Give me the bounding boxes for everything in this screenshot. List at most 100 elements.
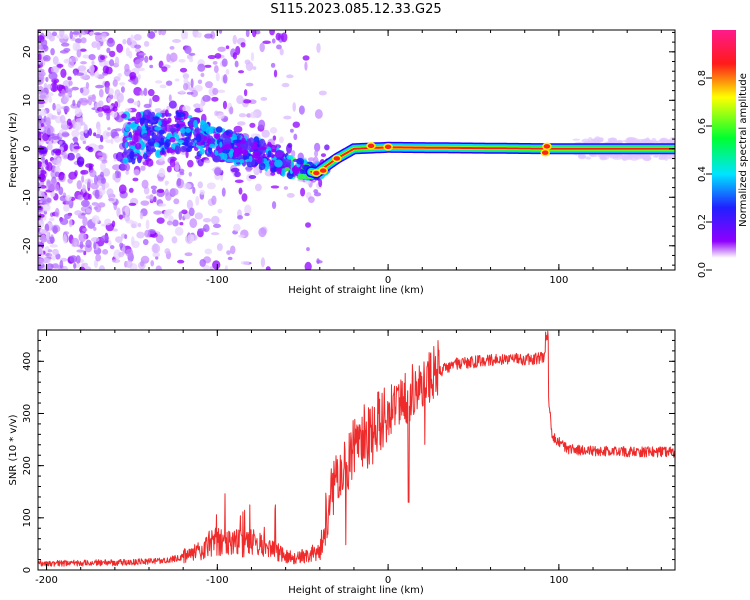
spectrogram-noise-blob xyxy=(76,49,82,58)
spectrogram-noise-blob xyxy=(236,95,244,105)
snr-y-ticks: 0 100 200 300 400 xyxy=(22,329,675,573)
spectrogram-noise-blob xyxy=(155,265,162,270)
spectrogram-noise-blob xyxy=(238,187,243,195)
spectrogram-noise-blob xyxy=(69,255,78,263)
spectrogram-noise-blob xyxy=(87,178,92,189)
spectrogram-noise-blob xyxy=(59,115,66,123)
spectrogram-ridge-blob xyxy=(209,127,214,132)
spectrogram-noise-blob xyxy=(46,197,52,203)
spectrogram-noise-blob xyxy=(116,92,124,103)
spectrogram-noise-blob xyxy=(108,50,116,58)
spectrogram-noise-blob xyxy=(651,137,657,144)
spectrogram-noise-blob xyxy=(609,137,617,143)
spectrogram-noise-blob xyxy=(199,102,204,112)
spectrogram-ridge-blob xyxy=(129,150,135,160)
spectrogram-noise-blob xyxy=(209,266,214,270)
spectrogram-noise-blob xyxy=(81,175,85,183)
spectrogram-noise-blob xyxy=(182,182,192,190)
spectrogram-ridge-blob xyxy=(206,139,211,144)
y-tick-label: -10 xyxy=(22,189,33,205)
spectrogram-noise-blob xyxy=(72,31,81,35)
spectrogram-noise-blob xyxy=(88,53,96,61)
spectrogram-noise-blob xyxy=(98,265,106,270)
spectrogram-noise-blob xyxy=(68,219,73,228)
spectrogram-ridge-blob xyxy=(121,113,127,119)
spectrogram-noise-blob xyxy=(151,243,161,254)
spectrogram-noise-blob xyxy=(241,193,248,202)
spectrogram-noise-blob xyxy=(125,170,129,175)
spectrogram-ridge-blob xyxy=(296,157,305,165)
spectrogram-noise-blob xyxy=(90,237,100,243)
spectrogram-noise-blob xyxy=(141,179,149,189)
spectrogram-noise-blob xyxy=(38,100,46,105)
spectrogram-noise-blob xyxy=(93,241,97,250)
spectrogram-ridge-blob xyxy=(188,144,194,149)
spectrogram-noise-blob xyxy=(45,230,50,241)
spectrogram-ridge-blob xyxy=(124,141,128,149)
spectrogram-noise-blob xyxy=(55,149,62,156)
spectrogram-noise-blob xyxy=(221,187,226,197)
spectrogram-noise-blob xyxy=(144,229,151,238)
spectrogram-ridge-blob xyxy=(297,173,305,181)
spectrogram-noise-blob xyxy=(79,48,87,52)
spectrogram-noise-blob xyxy=(207,54,216,60)
spectrogram-noise-blob xyxy=(205,81,213,89)
spectrogram-noise-blob xyxy=(187,159,194,168)
spectrogram-noise-blob xyxy=(61,42,70,47)
spectrogram-ridge-blob xyxy=(134,119,140,125)
spectrogram-noise-blob xyxy=(118,214,124,220)
spectrogram-noise-blob xyxy=(164,210,172,217)
spectrogram-noise-blob xyxy=(67,93,72,97)
y-tick-label: 100 xyxy=(22,508,33,527)
spectrogram-noise-blob xyxy=(56,157,62,168)
spectrogram-noise-blob xyxy=(108,197,115,202)
spectrogram-noise-blob xyxy=(143,40,150,47)
spectrogram-noise-blob xyxy=(106,47,111,54)
spectrogram-noise-blob xyxy=(38,70,46,77)
spectrogram-noise-blob xyxy=(108,240,112,247)
spectrogram-noise-blob xyxy=(38,190,45,199)
spectrogram-noise-blob xyxy=(156,188,165,193)
spectrogram-noise-blob xyxy=(300,187,306,197)
spectrogram-noise-blob xyxy=(114,56,120,67)
spectrogram-noise-blob xyxy=(197,63,206,72)
spectrogram-noise-blob xyxy=(67,76,72,81)
spectrogram-noise-blob xyxy=(83,99,90,103)
spectrogram-peak-blob xyxy=(540,148,550,157)
spectrogram-noise-blob xyxy=(169,45,175,50)
spectrogram-noise-blob xyxy=(245,61,254,71)
spectrogram-noise-blob xyxy=(140,165,146,171)
spectrogram-noise-blob xyxy=(169,158,176,168)
spectrogram-ridge-blob xyxy=(276,165,282,175)
spectrogram-x-ticks: -200 -100 0 100 xyxy=(35,30,662,286)
spectrogram-noise-blob xyxy=(54,171,60,178)
spectrogram-noise-blob xyxy=(49,244,58,248)
snr-frame xyxy=(37,329,676,571)
spectrogram-noise-blob xyxy=(672,153,675,158)
spectrogram-noise-blob xyxy=(271,201,277,210)
spectrogram-noise-blob xyxy=(80,169,89,175)
spectrogram-ridge-blob xyxy=(281,168,286,177)
figure-title: S115.2023.085.12.33.G25 xyxy=(270,2,441,17)
spectrogram-noise-blob xyxy=(47,141,53,151)
spectrogram-noise-blob xyxy=(73,145,81,150)
spectrogram-noise-blob xyxy=(38,114,43,124)
spectrogram-noise-blob xyxy=(102,65,110,74)
spectrogram-noise-blob xyxy=(78,232,87,243)
spectrogram-noise-blob xyxy=(39,127,45,132)
spectrogram-noise-blob xyxy=(270,172,276,176)
spectrogram-noise-blob xyxy=(279,48,284,56)
spectrogram-noise-blob xyxy=(100,235,110,242)
spectrogram-noise-blob xyxy=(68,80,73,86)
spectrogram-noise-blob xyxy=(63,105,70,113)
spectrogram-noise-blob xyxy=(133,34,142,41)
y-tick-label: 10 xyxy=(22,94,33,107)
spectrogram-ridge-blob xyxy=(232,139,242,143)
spectrogram-noise-blob xyxy=(99,135,104,143)
spectrogram-noise-blob xyxy=(48,71,58,81)
spectrogram-noise-blob xyxy=(124,206,130,216)
spectrogram-noise-blob xyxy=(48,35,55,42)
colorbar-ticks: 0.0 0.2 0.4 0.6 0.8 xyxy=(697,70,712,278)
spectrogram-noise-blob xyxy=(262,40,271,44)
spectrogram-noise-blob xyxy=(40,156,46,161)
